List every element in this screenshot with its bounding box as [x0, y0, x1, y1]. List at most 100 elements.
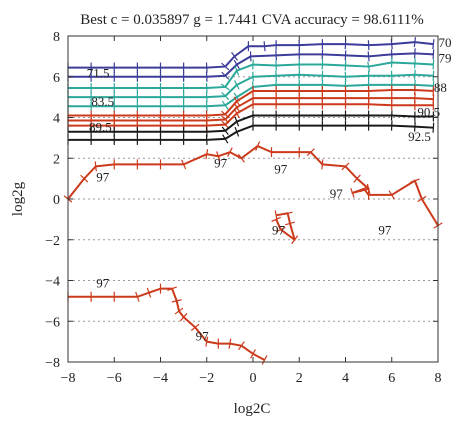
contour-level-label: 83.5	[91, 94, 114, 109]
contour-point-marker	[205, 92, 208, 103]
contour-level-label: 88	[434, 80, 447, 95]
contour-point-marker	[432, 49, 435, 60]
series-layer	[63, 37, 443, 365]
contour-point-marker	[234, 65, 240, 76]
contour-point-marker	[359, 185, 369, 193]
contour-point-marker	[216, 151, 221, 162]
contour-line-2	[67, 48, 435, 82]
contour-point-marker	[275, 226, 286, 233]
contour-point-marker	[221, 120, 230, 129]
x-tick-label: 0	[250, 371, 257, 386]
contour-point-marker	[233, 108, 240, 119]
contour-line-12	[271, 210, 299, 245]
contour-point-marker	[205, 71, 208, 82]
contour-path	[68, 97, 434, 122]
contour-point-marker	[221, 71, 230, 80]
contour-level-label: 97	[96, 276, 110, 291]
contour-point-marker	[233, 59, 240, 70]
y-tick-label: −4	[45, 275, 60, 290]
contour-point-marker	[190, 323, 200, 331]
contour-point-marker	[432, 70, 435, 81]
chart-title: Best c = 0.035897 g = 1.7441 CVA accurac…	[80, 12, 424, 28]
contour-point-marker	[367, 51, 370, 62]
contour-point-marker	[432, 59, 435, 70]
contour-level-label: 97	[196, 329, 210, 344]
contour-point-marker	[414, 48, 416, 59]
contour-point-marker	[250, 349, 256, 359]
contour-path	[68, 124, 434, 141]
contour-path	[67, 145, 439, 227]
contour-line-4	[67, 69, 435, 103]
y-tick-label: 4	[53, 112, 60, 127]
contour-level-label: 89.5	[89, 120, 112, 135]
contour-point-marker	[228, 338, 232, 349]
tick-layer: −8 −6 −4 −2 0 2 4 6 8 −8 −6 −4 −2 0 2 4 6 8	[45, 30, 441, 386]
contour-level-label: 97	[272, 223, 286, 238]
contour-point-marker	[413, 37, 417, 48]
contour-point-marker	[285, 221, 295, 226]
contour-point-marker	[282, 211, 293, 215]
contour-point-marker	[222, 134, 229, 144]
contour-point-marker	[261, 355, 268, 365]
contour-point-marker	[417, 195, 427, 203]
contour-point-marker	[221, 92, 230, 101]
contour-path	[68, 103, 434, 127]
contour-point-marker	[221, 126, 229, 136]
contour-level-label: 79	[438, 50, 451, 65]
contour-line-11	[63, 141, 443, 229]
contour-point-marker	[227, 147, 233, 157]
contour-point-marker	[350, 187, 355, 198]
x-tick-label: −4	[153, 371, 168, 386]
contour-point-marker	[221, 62, 230, 71]
contour-level-label: 97	[378, 223, 392, 238]
y-tick-label: −6	[45, 315, 60, 330]
contour-level-label: 70	[438, 35, 451, 50]
contour-path	[68, 114, 434, 133]
y-tick-label: 6	[53, 71, 60, 86]
contour-point-marker	[234, 116, 240, 127]
x-tick-label: 6	[388, 371, 395, 386]
contour-point-marker	[167, 286, 177, 291]
contour-point-marker	[237, 153, 245, 163]
contour-point-marker	[414, 58, 416, 69]
y-tick-label: −2	[45, 234, 60, 249]
contour-line-13	[67, 283, 268, 365]
contour-level-label: 90.5	[417, 104, 440, 119]
contour-point-marker	[414, 121, 416, 132]
contour-point-marker	[135, 291, 140, 302]
contour-point-marker	[414, 69, 416, 80]
contour-path	[68, 73, 434, 99]
contour-path	[68, 287, 266, 361]
contour-point-marker	[353, 174, 361, 183]
contour-point-marker	[234, 80, 240, 90]
contour-point-marker	[432, 39, 435, 50]
contour-point-marker	[205, 82, 208, 93]
contour-point-marker	[205, 336, 209, 347]
x-axis-label: log2C	[234, 401, 271, 417]
contour-point-marker	[80, 174, 89, 183]
contour-point-marker	[205, 101, 208, 112]
contour-line-1	[67, 37, 435, 73]
contour-point-marker	[94, 161, 97, 172]
contour-path	[68, 88, 434, 117]
contour-point-marker	[233, 102, 240, 112]
contour-point-marker	[221, 100, 229, 110]
contour-point-marker	[306, 148, 315, 157]
contour-point-marker	[205, 149, 209, 160]
contour-point-marker	[238, 341, 245, 351]
contour-path	[68, 52, 434, 78]
contour-level-label: 97	[96, 170, 110, 185]
contour-level-label: 97	[214, 155, 228, 170]
contour-point-marker	[205, 134, 208, 145]
contour-point-marker	[291, 235, 299, 245]
contour-point-marker	[171, 299, 182, 303]
contour-point-marker	[179, 313, 188, 322]
contour-point-marker	[181, 159, 187, 170]
x-tick-label: −6	[107, 371, 122, 386]
y-tick-label: 8	[53, 30, 60, 45]
contour-point-marker	[321, 159, 324, 170]
contour-point-marker	[220, 83, 230, 91]
contour-level-label: 97	[274, 161, 288, 176]
